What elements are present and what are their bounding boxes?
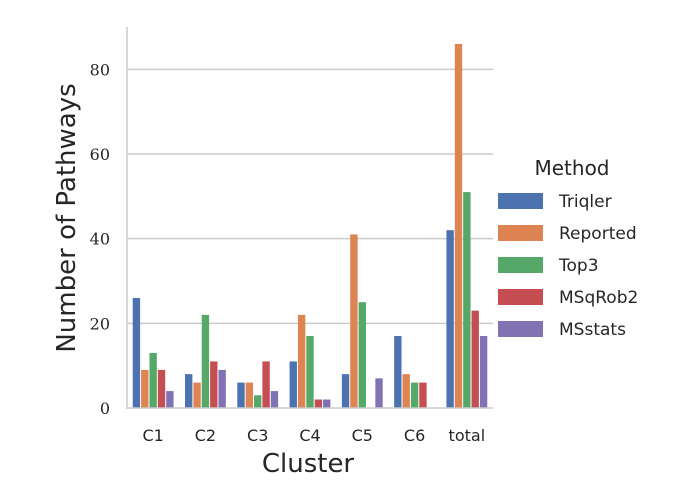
bar-top3-c5: [358, 302, 366, 408]
x-tick-label: total: [449, 426, 486, 445]
bar-top3-c2: [201, 314, 210, 408]
bar-reported-c5: [350, 234, 358, 408]
y-tick-label: 0: [100, 399, 110, 418]
bar-msstats-total: [479, 336, 488, 408]
bar-msstats-c3: [270, 391, 279, 408]
axes: [126, 27, 493, 409]
y-tick-labels: 0 20 40 60 80: [90, 60, 110, 418]
bar-top3-total: [463, 192, 471, 408]
bar-reported-c3: [245, 382, 254, 408]
bar-msqrob2-c4: [314, 399, 323, 408]
x-tick-label: C1: [142, 426, 163, 445]
y-tick-label: 20: [90, 314, 110, 333]
bar-top3-c1: [149, 352, 157, 408]
bar-top3-c4: [306, 336, 314, 408]
bar-reported-c1: [141, 369, 149, 408]
bar-triqler-c2: [185, 374, 193, 408]
legend-label: MSqRob2: [559, 288, 638, 308]
y-tick-label: 60: [90, 145, 110, 164]
bar-top3-c6: [410, 382, 419, 408]
bar-triqler-c5: [341, 374, 350, 408]
x-tick-label: C2: [195, 426, 216, 445]
bar-msstats-c1: [166, 391, 174, 408]
bar-msqrob2-c2: [210, 361, 218, 408]
x-tick-label: C5: [352, 426, 373, 445]
bar-reported-c6: [402, 374, 410, 408]
legend-swatch-msstats: [498, 321, 543, 337]
bars: [132, 43, 488, 408]
legend-swatch-msqrob2: [498, 289, 543, 305]
bar-msstats-c2: [218, 369, 226, 408]
bar-reported-c4: [297, 314, 306, 408]
x-axis-title: Cluster: [262, 449, 355, 479]
bar-reported-c2: [193, 382, 201, 408]
legend-label: Reported: [559, 224, 637, 244]
legend-label: Triqler: [558, 192, 612, 212]
bar-msqrob2-total: [471, 310, 479, 408]
y-axis-title: Number of Pathways: [52, 83, 82, 352]
x-tick-label: C3: [247, 426, 268, 445]
bar-top3-c3: [254, 395, 262, 408]
legend-label: MSstats: [559, 320, 626, 340]
bar-triqler-c3: [237, 382, 245, 408]
legend-swatch-top3: [498, 257, 543, 273]
bar-msqrob2-c6: [419, 382, 427, 408]
x-tick-label: C4: [299, 426, 320, 445]
grid-lines: [127, 68, 493, 325]
y-tick-label: 40: [90, 230, 110, 249]
bar-msstats-c5: [375, 378, 383, 408]
bar-msstats-c4: [323, 399, 331, 408]
bar-reported-total: [454, 43, 463, 408]
bar-msqrob2-c3: [262, 361, 270, 408]
legend: Method Triqler Reported Top3 MSqRob2 MSstats: [498, 156, 638, 340]
bar-triqler-total: [446, 230, 454, 408]
bar-triqler-c6: [394, 336, 402, 408]
x-tick-labels: C1 C2 C3 C4 C5 C6 total: [142, 426, 485, 445]
bar-triqler-c1: [132, 297, 141, 408]
legend-swatch-triqler: [498, 193, 543, 209]
bar-triqler-c4: [289, 361, 297, 408]
legend-swatch-reported: [498, 225, 543, 241]
legend-title: Method: [534, 156, 609, 180]
bar-msqrob2-c1: [157, 369, 166, 408]
legend-label: Top3: [558, 256, 599, 276]
x-tick-label: C6: [404, 426, 425, 445]
y-tick-label: 80: [90, 60, 110, 79]
